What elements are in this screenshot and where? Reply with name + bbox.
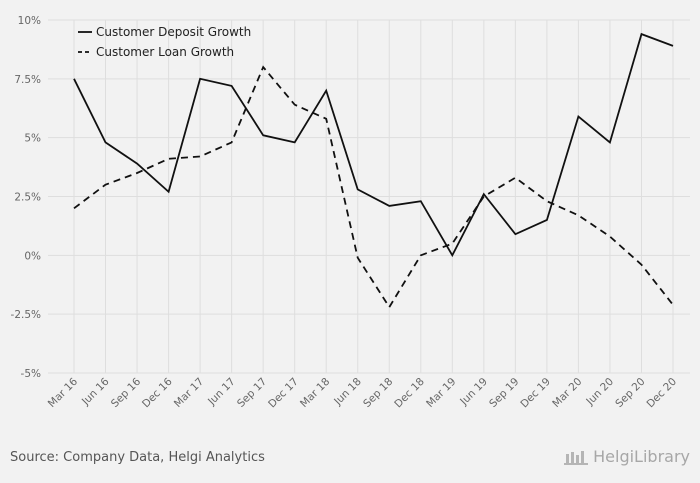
x-tick-label: Mar 19 (424, 376, 458, 410)
x-tick-label: Mar 18 (298, 376, 332, 410)
x-tick-label: Jun 16 (79, 375, 112, 408)
y-tick-label: 2.5% (14, 192, 41, 204)
x-tick-label: Jun 19 (457, 376, 490, 409)
x-tick-label: Jun 18 (331, 376, 364, 409)
y-tick-label: -2.5% (11, 309, 41, 321)
x-tick-label: Sep 20 (613, 376, 647, 410)
legend-label: Customer Loan Growth (96, 45, 234, 59)
y-tick-label: -5% (21, 368, 41, 380)
x-tick-label: Sep 16 (109, 375, 144, 410)
x-tick-label: Sep 17 (235, 376, 269, 410)
helgi-library-logo: HelgiLibrary (563, 447, 690, 466)
loan-growth-line (73, 65, 674, 309)
legend: Customer Deposit Growth Customer Loan Gro… (78, 25, 251, 59)
x-tick-label: Jun 17 (205, 376, 238, 409)
x-tick-label: Dec 19 (518, 376, 553, 411)
source-note: Source: Company Data, Helgi Analytics (10, 450, 265, 465)
x-tick-label: Mar 17 (172, 376, 206, 410)
x-tick-label: Dec 20 (644, 376, 679, 411)
x-tick-label: Mar 16 (46, 375, 81, 410)
y-tick-label: 7.5% (14, 74, 41, 86)
library-icon (564, 450, 589, 465)
legend-label: Customer Deposit Growth (96, 25, 251, 39)
y-tick-label: 0% (24, 250, 41, 262)
y-axis: 10% 7.5% 5% 2.5% 0% -2.5% -5% (11, 15, 41, 380)
x-tick-label: Mar 20 (550, 376, 584, 410)
gridlines (48, 19, 690, 374)
y-tick-label: 10% (18, 15, 41, 27)
x-tick-label: Jun 20 (583, 376, 616, 409)
x-tick-label: Dec 18 (392, 376, 427, 411)
y-tick-label: 5% (24, 133, 41, 145)
x-tick-label: Sep 18 (361, 376, 395, 410)
x-tick-label: Dec 17 (266, 376, 301, 411)
line-chart: 10%7.5%5%2.5%0%-2.5%-5% Mar 16 Jun 16Sep … (11, 15, 690, 410)
deposit-growth-line (73, 32, 674, 258)
x-tick-label: Sep 19 (487, 376, 521, 410)
x-tick-label: Dec 16 (140, 375, 175, 410)
logo-text: HelgiLibrary (593, 447, 690, 466)
series-lines (73, 32, 674, 309)
